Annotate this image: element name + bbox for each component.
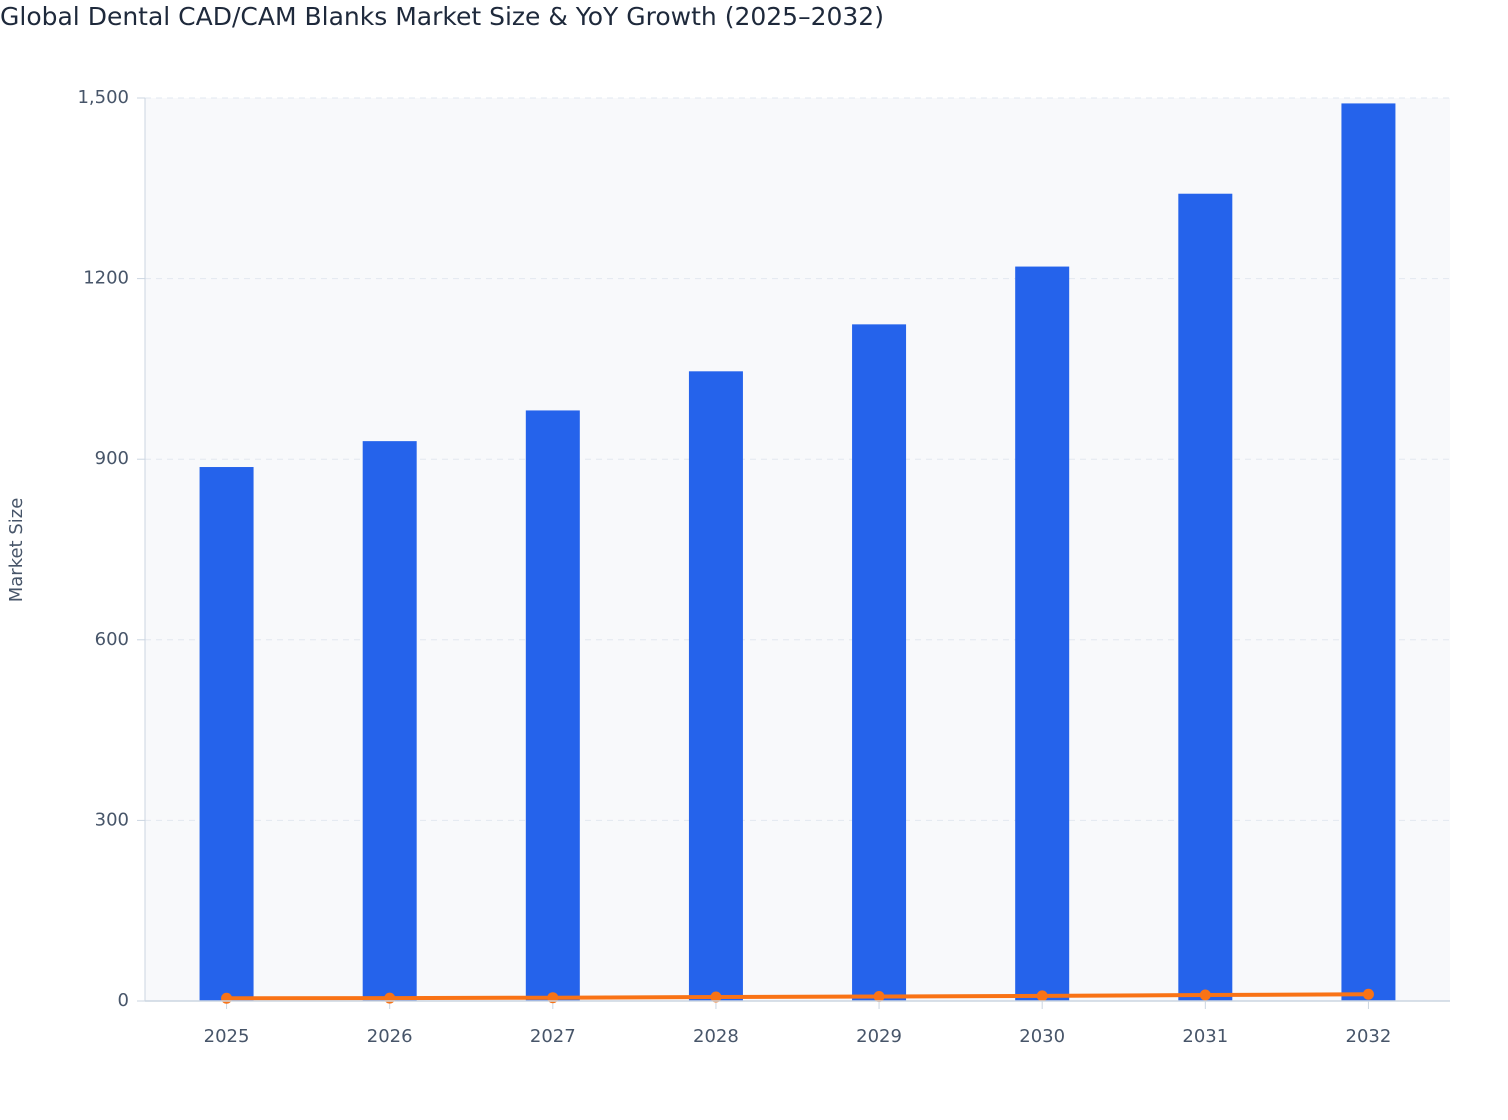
bar: [852, 324, 907, 1001]
x-tick-label: 2028: [693, 1026, 739, 1047]
bar: [688, 371, 743, 1002]
point: [873, 990, 885, 1002]
bar: [199, 467, 254, 1001]
y-tick-label: 300: [95, 809, 129, 830]
line: [226, 992, 1369, 1001]
point: [384, 992, 396, 1004]
y-axis-label: Market Size: [6, 498, 27, 603]
chart-title: Global Dental CAD/CAM Blanks Market Size…: [0, 2, 884, 31]
point: [710, 991, 722, 1003]
x-tick-label: 2026: [367, 1026, 413, 1047]
x-tick-label: 2029: [856, 1026, 902, 1047]
point: [1036, 990, 1048, 1002]
y-tick-label: 1200: [83, 268, 129, 289]
y-tick-label: 900: [95, 448, 129, 469]
y-tick-label: 1,500: [77, 87, 129, 108]
x-tick-label: 2025: [204, 1026, 250, 1047]
bar: [1178, 193, 1233, 1001]
plot-area: [145, 98, 1450, 1001]
x-tick-label: 2027: [530, 1026, 576, 1047]
bar: [525, 410, 580, 1001]
y-tick-label: 600: [95, 629, 129, 650]
bar: [1341, 103, 1396, 1002]
point: [221, 992, 233, 1004]
bar: [1015, 266, 1070, 1001]
bar: [362, 441, 417, 1001]
x-tick-label: 2030: [1019, 1026, 1065, 1047]
y-tick-label: 0: [118, 990, 129, 1011]
point: [1199, 989, 1211, 1001]
point: [1362, 988, 1374, 1000]
x-tick-label: 2032: [1346, 1026, 1392, 1047]
x-tick-label: 2031: [1182, 1026, 1228, 1047]
